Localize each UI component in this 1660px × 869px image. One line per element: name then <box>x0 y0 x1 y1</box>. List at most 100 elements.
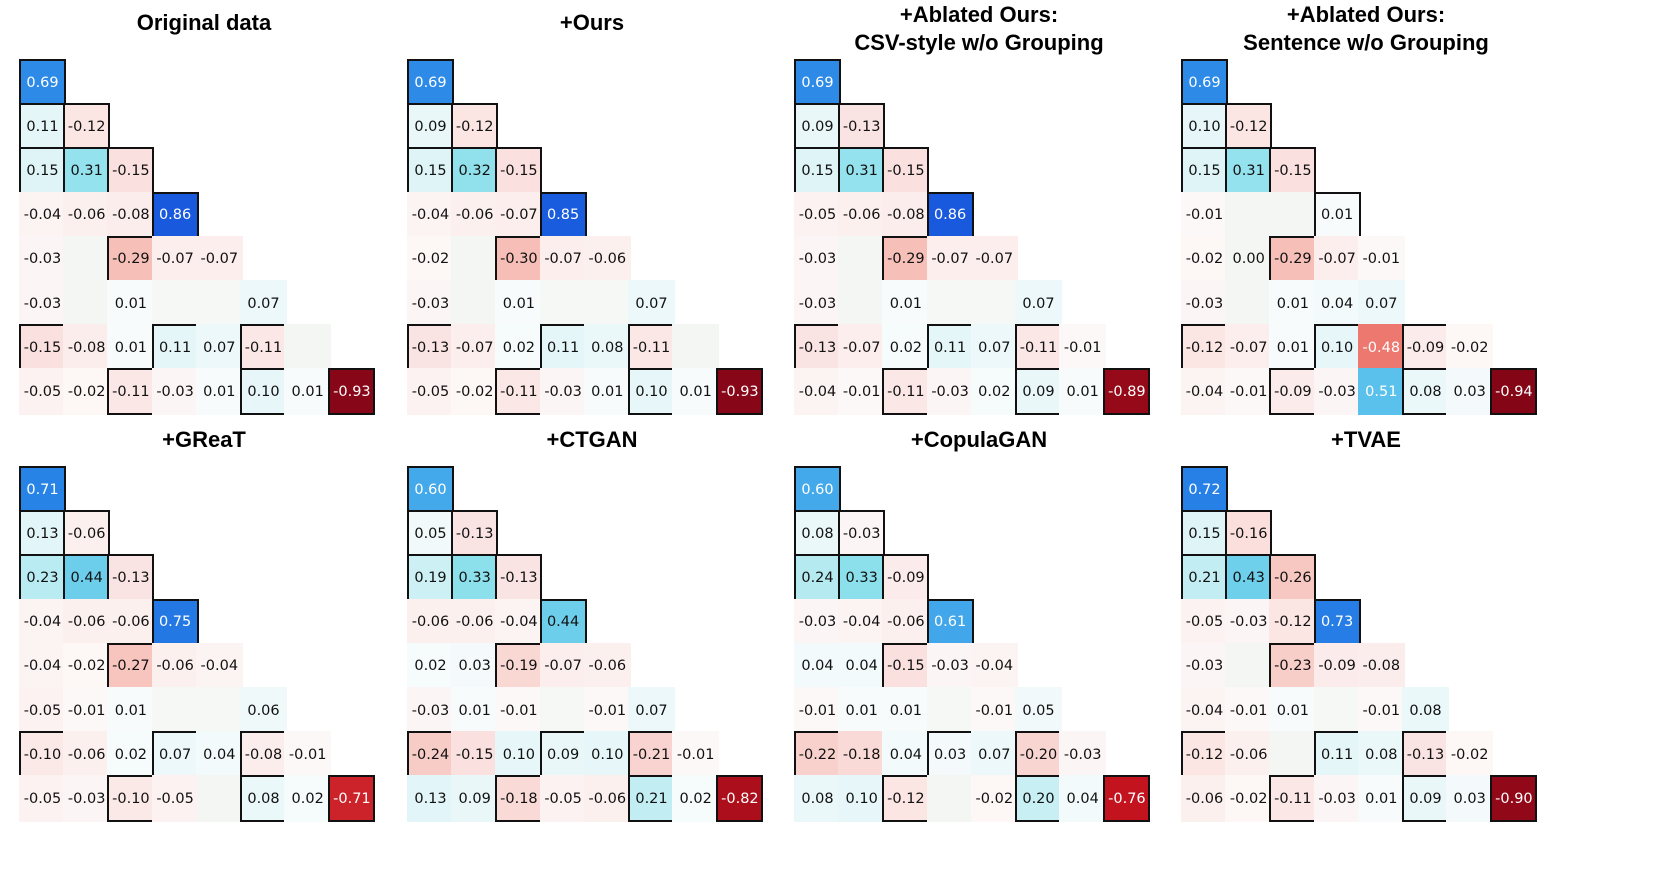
cell-value-label: -0.15 <box>887 162 925 179</box>
panel-title-line1: +Ours <box>559 10 625 35</box>
cell-value-label: -0.07 <box>1229 339 1268 356</box>
cell-value-label: 0.07 <box>247 295 280 312</box>
heatmap-cell: 0.11 <box>539 324 587 372</box>
cell-value-label: -0.03 <box>1185 295 1224 312</box>
heatmap-cell: 0.11 <box>926 324 974 372</box>
heatmap-cell: 0.02 <box>882 324 930 372</box>
heatmap-cell: -0.30 <box>495 235 543 283</box>
heatmap-cell: -0.90 <box>1490 775 1538 823</box>
heatmap-cell: 0.71 <box>19 466 66 513</box>
heatmap-cell: -0.03 <box>926 642 974 690</box>
heatmap-cell: -0.48 <box>1357 324 1405 372</box>
cell-value-label: 0.51 <box>1365 383 1398 400</box>
heatmap-cell: -0.03 <box>19 280 66 327</box>
heatmap-cell: -0.04 <box>19 598 66 646</box>
cell-value-label: -0.06 <box>67 614 106 631</box>
heatmap-cell: 0.23 <box>19 554 66 602</box>
heatmap-cell: -0.03 <box>1059 731 1107 779</box>
cell-value-label: -0.08 <box>1362 658 1401 675</box>
heatmap-cell: 0.69 <box>407 59 454 106</box>
cell-value-label: -0.89 <box>1108 383 1146 400</box>
heatmap-cell: 0.02 <box>970 368 1018 416</box>
cell-value-label: -0.01 <box>798 702 837 719</box>
cell-value-label: -0.15 <box>500 162 538 179</box>
cell-value-label: -0.76 <box>1108 790 1146 807</box>
cell-value-label: -0.07 <box>842 339 881 356</box>
cell-value-label: -0.02 <box>455 383 494 400</box>
heatmap-cell: 0.51 <box>1357 368 1405 416</box>
heatmap-cell: -0.09 <box>1269 368 1317 416</box>
heatmap-cell: 0.10 <box>495 731 543 779</box>
heatmap-cell: 0.15 <box>794 147 841 195</box>
heatmap-cell: -0.23 <box>1269 642 1317 690</box>
heatmap-cell: 0.07 <box>1357 280 1405 327</box>
heatmap-cell: -0.03 <box>926 368 974 416</box>
cell-value-label: 0.01 <box>889 295 923 312</box>
heatmap-cell: 0.01 <box>838 687 886 734</box>
cell-value-label: -0.16 <box>1229 525 1268 542</box>
heatmap-cell: -0.03 <box>151 368 199 416</box>
heatmap-cell: -0.07 <box>926 235 974 283</box>
heatmap-cell: 0.01 <box>882 687 930 734</box>
heatmap-cell: 0.15 <box>1181 510 1228 558</box>
cell-value-label: -0.21 <box>632 746 671 763</box>
heatmap-cell: -0.06 <box>63 598 111 646</box>
cell-value-label: -0.04 <box>975 658 1014 675</box>
cell-value-label: 0.10 <box>502 746 536 763</box>
cell-value-label: -0.12 <box>1185 746 1224 763</box>
cell-value-label: -0.13 <box>411 339 450 356</box>
heatmap-cell: -0.05 <box>794 191 841 239</box>
cell-value-label: -0.15 <box>1274 162 1312 179</box>
heatmap-cell: -0.03 <box>838 510 886 558</box>
heatmap-cell: -0.06 <box>838 191 886 239</box>
heatmap-cell: -0.18 <box>838 731 886 779</box>
cell-value-label: 0.15 <box>414 162 447 179</box>
cell-value-label: 0.02 <box>502 339 536 356</box>
cell-value-label: 0.61 <box>933 614 967 631</box>
heatmap-cell: 0.21 <box>1181 554 1228 602</box>
panel-title: +GReaT <box>14 426 394 454</box>
cell-value-label: -0.29 <box>1274 251 1312 268</box>
heatmap-cell: 0.01 <box>195 368 243 416</box>
cell-value-label: -0.07 <box>500 207 538 224</box>
cell-value-label: -0.01 <box>500 702 538 719</box>
heatmap-cell <box>1269 731 1317 779</box>
heatmap-cell: -0.01 <box>672 731 720 779</box>
heatmap-cell: -0.13 <box>794 324 841 372</box>
heatmap-cell: -0.02 <box>1225 775 1273 823</box>
heatmap-cell: -0.05 <box>19 775 66 823</box>
heatmap-cell: 0.15 <box>407 147 454 195</box>
heatmap-cell: -0.06 <box>63 510 111 558</box>
cell-value-label: -0.07 <box>156 251 194 268</box>
heatmap-cell: 0.01 <box>1313 191 1361 239</box>
heatmap-cell <box>195 775 243 823</box>
cell-value-label: -0.01 <box>676 746 715 763</box>
cell-value-label: -0.13 <box>798 339 837 356</box>
heatmap-cell <box>539 280 587 327</box>
heatmap-cell: 0.32 <box>451 147 499 195</box>
cell-value-label: 0.60 <box>801 481 834 498</box>
heatmap-cell: -0.04 <box>19 642 66 690</box>
cell-value-label: -0.02 <box>1185 251 1224 268</box>
cell-value-label: -0.03 <box>798 614 837 631</box>
heatmap-cell: -0.05 <box>1181 598 1228 646</box>
heatmap-cell: -0.04 <box>407 191 454 239</box>
heatmap-cell: -0.02 <box>1446 324 1494 372</box>
heatmap-cell: 0.21 <box>628 775 675 823</box>
heatmap-cell <box>672 324 720 372</box>
heatmap-cell: -0.15 <box>19 324 66 372</box>
heatmap-cell: 0.01 <box>1357 775 1405 823</box>
cell-value-label: -0.04 <box>1185 702 1224 719</box>
cell-value-label: 0.01 <box>114 295 148 312</box>
cell-value-label: -0.24 <box>411 746 450 763</box>
cell-value-label: -0.07 <box>200 251 239 268</box>
cell-value-label: 0.11 <box>158 339 192 356</box>
cell-value-label: -0.02 <box>1229 790 1268 807</box>
cell-value-label: -0.07 <box>975 251 1014 268</box>
cell-value-label: -0.06 <box>455 207 494 224</box>
cell-value-label: 0.04 <box>1320 295 1354 312</box>
heatmap-cell: 0.73 <box>1313 598 1361 646</box>
heatmap-cell: 0.07 <box>970 731 1018 779</box>
cell-value-label: -0.06 <box>1185 790 1224 807</box>
heatmap-cell: -0.06 <box>407 598 454 646</box>
